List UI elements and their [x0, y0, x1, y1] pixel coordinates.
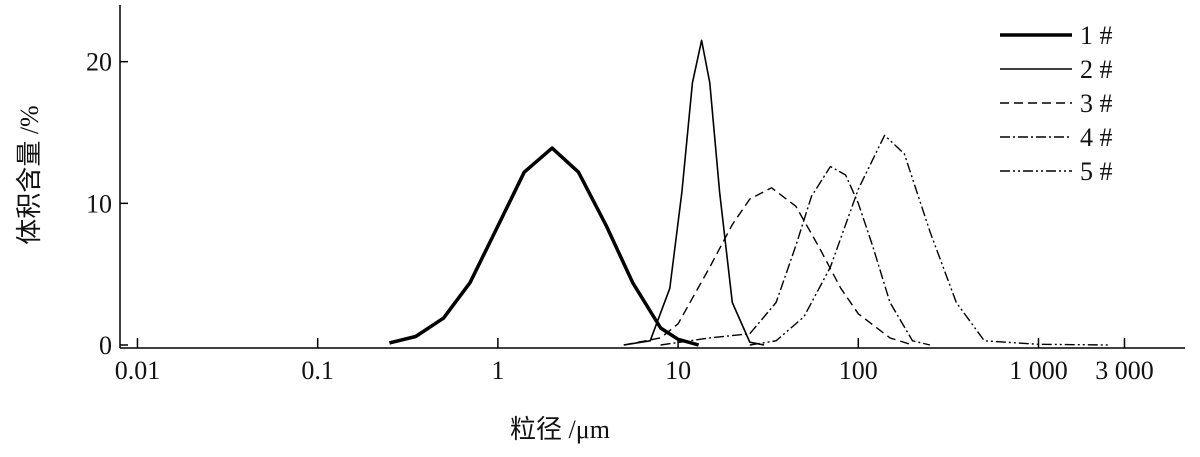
x-axis-title: 粒径 /μm	[510, 415, 610, 444]
y-tick-label: 20	[86, 48, 112, 77]
series-line	[388, 146, 700, 347]
legend-label: 1 #	[1080, 21, 1113, 50]
series-line	[623, 187, 913, 346]
x-tick-label: 100	[839, 356, 878, 385]
x-tick-label: 10	[665, 356, 691, 385]
y-axis-title: 体积含量 /%	[15, 105, 44, 244]
legend-label: 5 #	[1080, 157, 1113, 186]
x-tick-label: 0.01	[115, 356, 161, 385]
x-tick-label: 1	[491, 356, 504, 385]
legend-label: 3 #	[1080, 89, 1113, 118]
y-tick-label: 0	[99, 331, 112, 360]
series-line	[623, 39, 765, 346]
y-tick-label: 10	[86, 189, 112, 218]
x-tick-label: 3 000	[1095, 356, 1154, 385]
legend-label: 2 #	[1080, 55, 1113, 84]
series-line	[660, 165, 931, 346]
x-tick-label: 1 000	[1009, 356, 1068, 385]
legend-label: 4 #	[1080, 123, 1113, 152]
series-line	[749, 134, 1111, 346]
x-tick-label: 0.1	[301, 356, 334, 385]
